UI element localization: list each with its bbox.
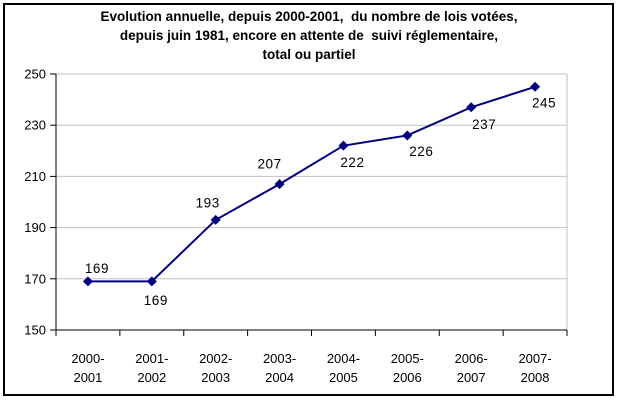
x-tick-label: 2004-2005 [327,351,360,385]
data-point [338,140,349,151]
chart-title: Evolution annuelle, depuis 2000-2001, du… [0,7,618,64]
data-point [82,276,93,287]
x-tick-label: 2002-2003 [199,351,232,385]
x-tick-label: 2000-2001 [71,351,104,385]
y-tick-label: 250 [24,67,46,82]
x-tick-label: 2006-2007 [455,351,488,385]
series-line [87,85,536,283]
data-point [530,81,541,92]
data-label: 193 [196,195,220,210]
y-tick-label: 210 [24,169,46,184]
data-point [402,130,413,141]
x-tick-label: 2001-2002 [135,351,168,385]
y-tick-label: 190 [24,220,46,235]
data-label: 169 [144,293,168,308]
data-label: 207 [258,157,282,172]
data-label: 237 [472,117,496,132]
data-point [146,276,157,287]
chart-title-line-3: total ou partiel [262,47,356,62]
data-label: 245 [532,95,556,110]
data-point [466,102,477,113]
data-label: 169 [85,261,109,276]
data-point [210,214,221,225]
data-point [274,179,285,190]
x-tick-label: 2003-2004 [263,351,296,385]
x-tick-label: 2005-2006 [391,351,424,385]
y-tick-label: 170 [24,271,46,286]
chart-title-line-2: depuis juin 1981, encore en attente de s… [119,28,499,43]
x-tick-label: 2007-2008 [518,351,551,385]
data-label: 226 [409,144,433,159]
y-tick-label: 230 [24,118,46,133]
chart-title-line-1: Evolution annuelle, depuis 2000-2001, du… [100,9,518,24]
data-label: 222 [340,155,364,170]
y-tick-label: 150 [24,323,46,338]
